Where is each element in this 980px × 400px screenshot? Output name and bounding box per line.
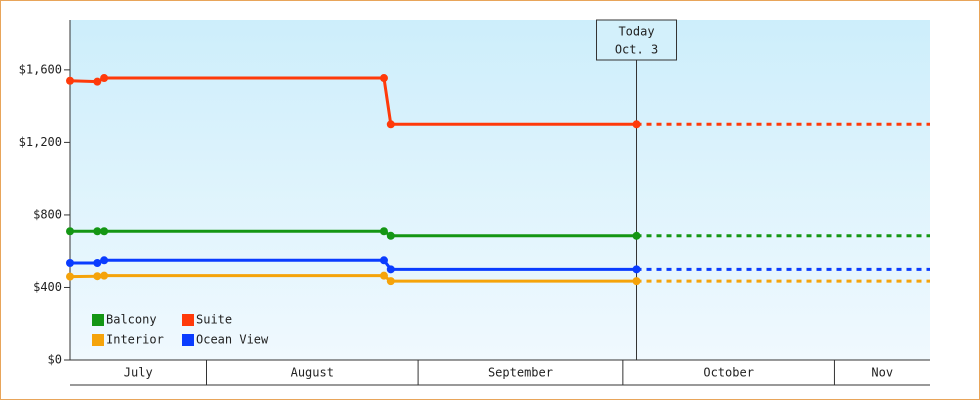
series-line bbox=[69, 274, 637, 283]
data-point bbox=[386, 231, 395, 240]
y-tick-label: $1,600 bbox=[19, 62, 62, 76]
month-label: September bbox=[488, 366, 553, 380]
legend-swatch bbox=[182, 314, 194, 326]
y-tick-label: $400 bbox=[33, 280, 62, 294]
data-point bbox=[100, 256, 109, 265]
data-point bbox=[93, 227, 102, 236]
legend-swatch bbox=[92, 334, 104, 346]
data-point bbox=[379, 227, 388, 236]
data-point bbox=[100, 74, 109, 83]
legend-label: Balcony bbox=[106, 313, 157, 327]
data-point bbox=[379, 271, 388, 280]
y-tick-label: $800 bbox=[33, 207, 62, 221]
data-point bbox=[632, 231, 641, 240]
data-point bbox=[66, 227, 74, 236]
data-point bbox=[386, 265, 395, 274]
plot-area bbox=[70, 20, 930, 360]
data-point bbox=[93, 77, 102, 86]
y-tick-label: $1,200 bbox=[19, 135, 62, 149]
legend-label: Interior bbox=[106, 333, 164, 347]
data-point bbox=[386, 277, 395, 286]
month-label: July bbox=[124, 366, 153, 380]
legend-swatch bbox=[182, 334, 194, 346]
y-tick-label: $0 bbox=[48, 353, 62, 367]
data-point bbox=[93, 272, 102, 281]
data-point bbox=[632, 265, 641, 274]
legend-swatch bbox=[92, 314, 104, 326]
data-point bbox=[379, 256, 388, 265]
today-label: Oct. 3 bbox=[615, 43, 658, 57]
data-point bbox=[66, 272, 74, 281]
data-point bbox=[66, 258, 74, 267]
today-label: Today bbox=[618, 25, 654, 39]
series-line bbox=[69, 76, 637, 126]
today-box bbox=[596, 19, 678, 61]
data-point bbox=[632, 120, 641, 129]
data-point bbox=[632, 277, 641, 286]
data-point bbox=[66, 76, 74, 85]
data-point bbox=[386, 120, 395, 129]
data-point bbox=[93, 258, 102, 267]
legend-label: Ocean View bbox=[196, 333, 269, 347]
legend-label: Suite bbox=[196, 313, 232, 327]
month-label: October bbox=[703, 366, 754, 380]
month-label: Nov bbox=[871, 366, 893, 380]
series-line bbox=[70, 258, 637, 271]
series-line bbox=[70, 229, 637, 238]
month-label: August bbox=[291, 366, 334, 380]
data-point bbox=[100, 271, 109, 280]
data-point bbox=[100, 227, 109, 236]
data-point bbox=[379, 74, 388, 83]
